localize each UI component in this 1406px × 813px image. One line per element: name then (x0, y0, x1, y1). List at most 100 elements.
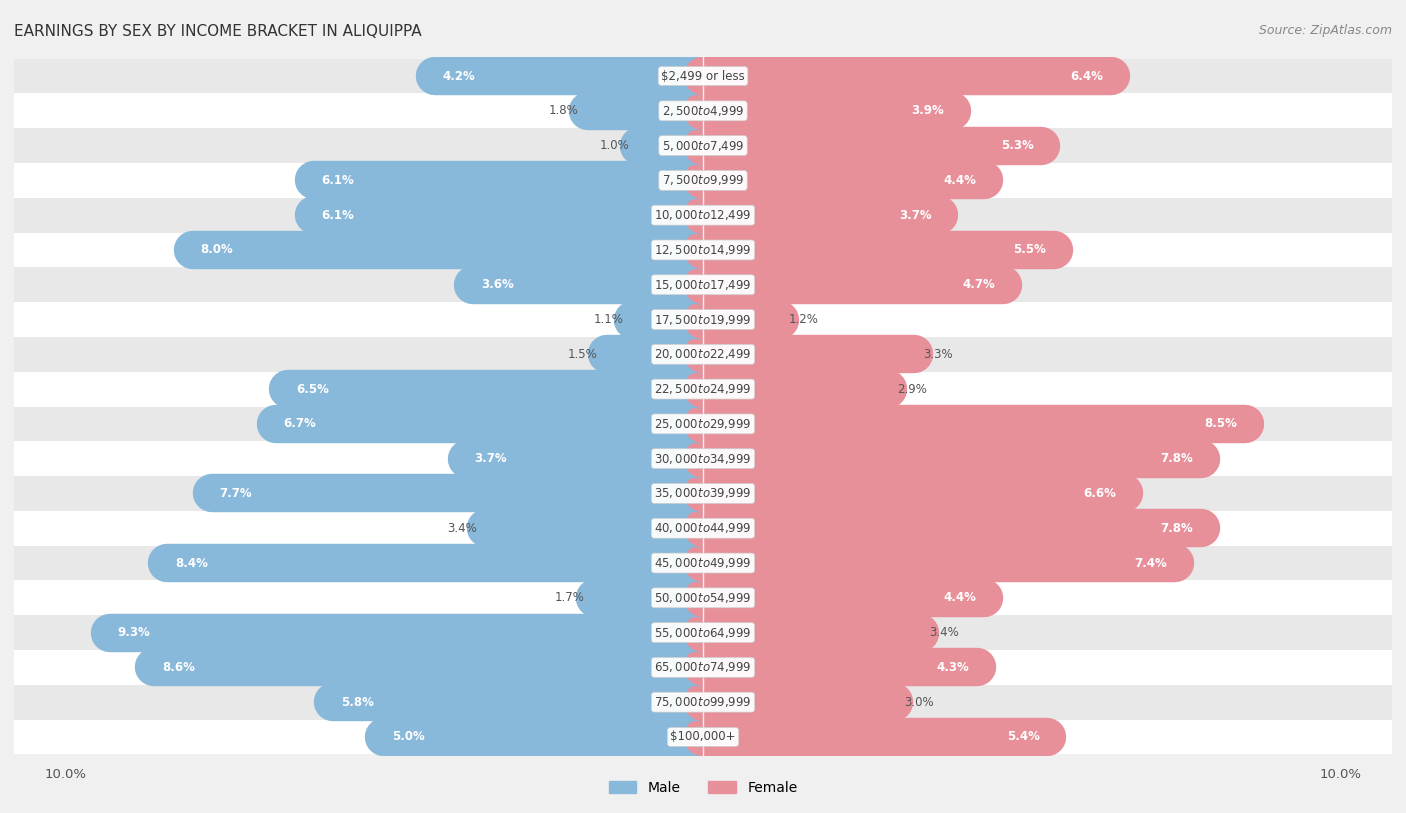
Text: 8.6%: 8.6% (162, 661, 195, 674)
Bar (703, 413, 1246, 435)
Bar (486, 517, 703, 539)
Text: 1.2%: 1.2% (789, 313, 818, 326)
Bar (474, 274, 703, 296)
Bar (0, 372, 1406, 406)
Legend: Male, Female: Male, Female (609, 780, 797, 794)
Text: 5.3%: 5.3% (1001, 139, 1033, 152)
Bar (333, 691, 703, 713)
Text: 1.8%: 1.8% (548, 104, 579, 117)
Text: 3.6%: 3.6% (481, 278, 513, 291)
Text: $7,500 to $9,999: $7,500 to $9,999 (662, 173, 744, 188)
Text: 7.7%: 7.7% (219, 487, 252, 500)
Bar (212, 483, 703, 504)
Bar (633, 309, 703, 330)
Text: 8.5%: 8.5% (1205, 417, 1237, 430)
Text: 4.2%: 4.2% (443, 70, 475, 83)
Bar (0, 198, 1406, 233)
Bar (0, 546, 1406, 580)
Text: $30,000 to $34,999: $30,000 to $34,999 (654, 452, 752, 466)
Text: 3.7%: 3.7% (475, 452, 508, 465)
Text: $2,500 to $4,999: $2,500 to $4,999 (662, 104, 744, 118)
Bar (288, 378, 703, 400)
Text: 7.8%: 7.8% (1160, 452, 1192, 465)
Bar (640, 135, 703, 156)
Text: 5.0%: 5.0% (392, 730, 425, 743)
Bar (155, 657, 703, 678)
Bar (703, 204, 939, 226)
Bar (193, 239, 703, 261)
Bar (703, 691, 894, 713)
Text: $100,000+: $100,000+ (671, 730, 735, 743)
Bar (0, 685, 1406, 720)
Bar (0, 59, 1406, 93)
Bar (384, 726, 703, 748)
Text: Source: ZipAtlas.com: Source: ZipAtlas.com (1258, 24, 1392, 37)
Text: 1.0%: 1.0% (600, 139, 630, 152)
Bar (703, 483, 1123, 504)
Bar (0, 93, 1406, 128)
Text: $2,499 or less: $2,499 or less (661, 70, 745, 83)
Text: 3.9%: 3.9% (911, 104, 945, 117)
Text: 6.4%: 6.4% (1071, 70, 1104, 83)
Bar (703, 657, 977, 678)
Bar (703, 378, 889, 400)
Text: 1.5%: 1.5% (568, 348, 598, 361)
Bar (588, 100, 703, 122)
Bar (0, 615, 1406, 650)
Bar (0, 580, 1406, 615)
Bar (0, 128, 1406, 163)
Text: 3.0%: 3.0% (904, 696, 934, 709)
Text: 5.4%: 5.4% (1007, 730, 1040, 743)
Text: $20,000 to $22,499: $20,000 to $22,499 (654, 347, 752, 361)
Text: $5,000 to $7,499: $5,000 to $7,499 (662, 138, 744, 153)
Bar (703, 170, 984, 191)
Text: 8.0%: 8.0% (200, 243, 233, 256)
Bar (703, 587, 984, 609)
Text: $40,000 to $44,999: $40,000 to $44,999 (654, 521, 752, 535)
Bar (0, 441, 1406, 476)
Bar (0, 163, 1406, 198)
Bar (0, 720, 1406, 754)
Bar (0, 337, 1406, 372)
Text: 6.5%: 6.5% (297, 383, 329, 396)
Bar (276, 413, 703, 435)
Text: 3.4%: 3.4% (447, 522, 477, 535)
Text: 3.3%: 3.3% (924, 348, 953, 361)
Text: $15,000 to $17,499: $15,000 to $17,499 (654, 278, 752, 292)
Bar (703, 274, 1002, 296)
Text: 9.3%: 9.3% (117, 626, 150, 639)
Text: $10,000 to $12,499: $10,000 to $12,499 (654, 208, 752, 222)
Bar (607, 344, 703, 365)
Text: $65,000 to $74,999: $65,000 to $74,999 (654, 660, 752, 675)
Text: $50,000 to $54,999: $50,000 to $54,999 (654, 591, 752, 605)
Text: 7.4%: 7.4% (1135, 557, 1167, 570)
Text: $25,000 to $29,999: $25,000 to $29,999 (654, 417, 752, 431)
Text: 5.5%: 5.5% (1014, 243, 1046, 256)
Bar (314, 170, 703, 191)
Text: 5.8%: 5.8% (340, 696, 374, 709)
Bar (0, 650, 1406, 685)
Bar (167, 552, 703, 574)
Bar (703, 448, 1201, 469)
Bar (703, 100, 952, 122)
Text: $75,000 to $99,999: $75,000 to $99,999 (654, 695, 752, 709)
Bar (703, 517, 1201, 539)
Bar (0, 476, 1406, 511)
Bar (314, 204, 703, 226)
Text: 4.3%: 4.3% (936, 661, 970, 674)
Text: 6.7%: 6.7% (283, 417, 316, 430)
Text: 3.4%: 3.4% (929, 626, 959, 639)
Text: $45,000 to $49,999: $45,000 to $49,999 (654, 556, 752, 570)
Text: $12,500 to $14,999: $12,500 to $14,999 (654, 243, 752, 257)
Text: $17,500 to $19,999: $17,500 to $19,999 (654, 312, 752, 327)
Bar (703, 344, 914, 365)
Text: EARNINGS BY SEX BY INCOME BRACKET IN ALIQUIPPA: EARNINGS BY SEX BY INCOME BRACKET IN ALI… (14, 24, 422, 39)
Text: 4.7%: 4.7% (963, 278, 995, 291)
Text: 4.4%: 4.4% (943, 591, 976, 604)
Text: $35,000 to $39,999: $35,000 to $39,999 (654, 486, 752, 501)
Text: 4.4%: 4.4% (943, 174, 976, 187)
Text: $55,000 to $64,999: $55,000 to $64,999 (654, 625, 752, 640)
Text: 2.9%: 2.9% (897, 383, 928, 396)
Text: 6.1%: 6.1% (322, 174, 354, 187)
Bar (0, 302, 1406, 337)
